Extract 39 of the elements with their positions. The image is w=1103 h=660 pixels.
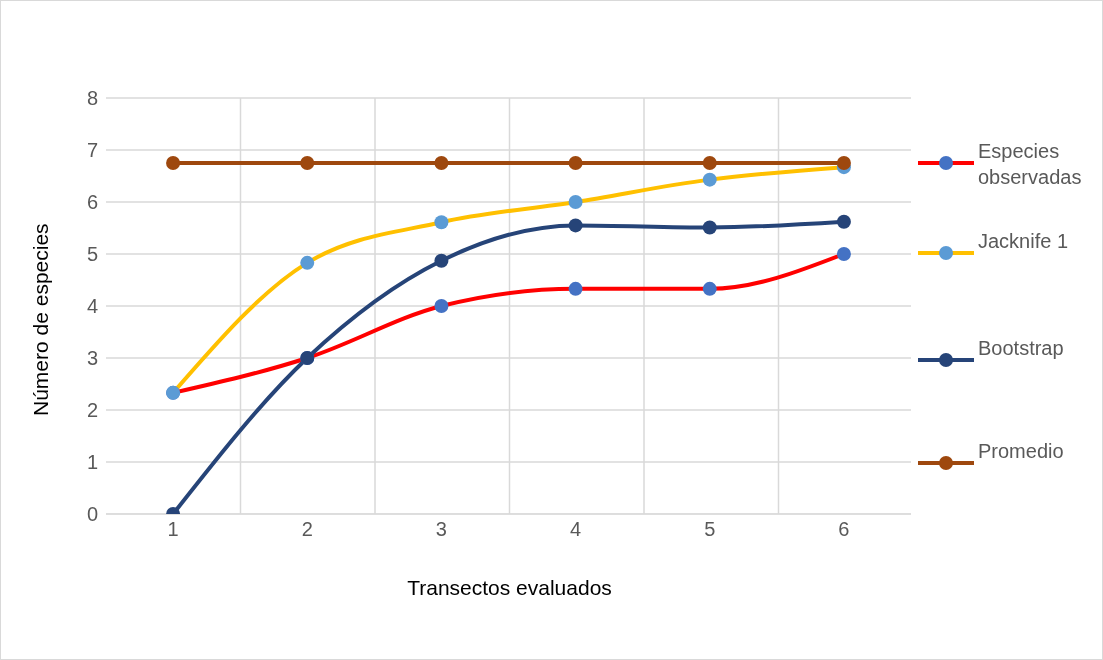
point bbox=[836, 247, 851, 261]
point bbox=[434, 215, 449, 230]
point bbox=[702, 172, 717, 187]
y-tick-label: 3 bbox=[86, 347, 98, 370]
legend-label: Especies observadas bbox=[978, 139, 1083, 190]
point bbox=[836, 214, 851, 229]
point bbox=[300, 255, 315, 270]
x-tick-label: 5 bbox=[704, 518, 716, 541]
y-axis-title: Número de especies bbox=[29, 223, 53, 416]
x-tick-label: 4 bbox=[570, 518, 582, 541]
point bbox=[568, 218, 583, 233]
point bbox=[568, 195, 583, 209]
y-tick-label: 4 bbox=[86, 295, 98, 318]
y-tick-label: 5 bbox=[86, 243, 98, 266]
x-tick-label: 6 bbox=[838, 518, 850, 541]
legend-label: Jacknife 1 bbox=[978, 229, 1069, 254]
point bbox=[434, 156, 449, 170]
point bbox=[702, 281, 717, 296]
legend-label: Promedio bbox=[978, 439, 1064, 464]
point bbox=[300, 156, 315, 170]
point bbox=[568, 281, 583, 296]
y-tick-label: 7 bbox=[86, 139, 98, 162]
x-axis-title: Transectos evaluados bbox=[406, 576, 613, 600]
y-tick-label: 1 bbox=[86, 451, 98, 474]
point bbox=[702, 156, 717, 170]
legend-label: Bootstrap bbox=[978, 336, 1064, 361]
y-tick-label: 0 bbox=[86, 503, 98, 526]
point bbox=[434, 253, 449, 268]
x-tick-label: 1 bbox=[167, 518, 179, 541]
point bbox=[836, 156, 851, 170]
x-tick-label: 3 bbox=[435, 518, 447, 541]
y-tick-label: 6 bbox=[86, 191, 98, 214]
point bbox=[568, 156, 583, 170]
y-tick-label: 8 bbox=[86, 87, 98, 110]
point bbox=[702, 220, 717, 235]
x-tick-label: 2 bbox=[301, 518, 313, 541]
point bbox=[434, 299, 449, 313]
y-tick-label: 2 bbox=[86, 399, 98, 422]
point bbox=[166, 156, 181, 170]
